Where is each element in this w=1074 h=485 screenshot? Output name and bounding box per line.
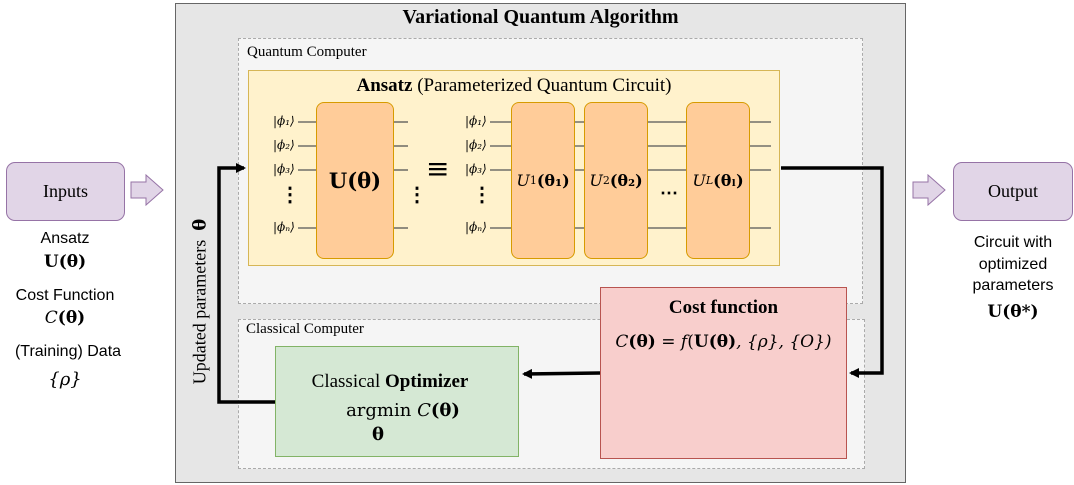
vdots-right: ⋮ (472, 182, 492, 206)
arrow-ansatz-to-cost (781, 166, 884, 378)
ansatz-title: Ansatz (Parameterized Quantum Circuit) (248, 75, 780, 97)
ket-phin-right: |ϕₙ⟩ (465, 220, 487, 234)
ansatz-title-bold: Ansatz (356, 75, 413, 96)
output-line3: parameters (972, 277, 1054, 294)
gate-ul-arg: (θₗ) (713, 171, 744, 190)
inputs-label: Inputs (43, 181, 88, 201)
ket-phi3-left: |ϕ₃⟩ (273, 162, 295, 176)
eq-u-arg: (θ) (708, 332, 737, 352)
ket-phin-left: |ϕₙ⟩ (273, 220, 295, 234)
output-u: U (987, 302, 1003, 322)
quantum-computer-label: Quantum Computer (247, 44, 367, 60)
eq-u: U (693, 332, 709, 352)
diagram-title: Variational Quantum Algorithm (402, 6, 679, 28)
output-arg: (θ*) (1002, 302, 1039, 322)
inputs-ansatz-u: U (43, 252, 59, 272)
inputs-ansatz-sym: U(θ) (10, 252, 120, 272)
output-label: Output (987, 181, 1038, 201)
gate-u-arg: (θ) (347, 168, 382, 193)
eq-equals: = (655, 332, 681, 352)
cost-function-title: Cost function (668, 297, 779, 318)
arrow-cost-to-optimizer (522, 368, 601, 379)
optimizer-prefix: Classical (311, 371, 385, 392)
inputs-cost-label: Cost Function (15, 287, 115, 304)
output-sym: U(θ*) (953, 302, 1073, 322)
hdots: ⋯ (660, 183, 678, 204)
gate-ul-sub: L (705, 174, 714, 187)
gate-u2-sub: 2 (602, 174, 610, 187)
vdots-mid: ⋮ (407, 182, 427, 206)
gate-u2-arg: (θ₂) (609, 171, 643, 190)
optimizer-box (275, 346, 519, 457)
ket-phi1-right: |ϕ₁⟩ (465, 114, 487, 128)
eq-rest: , {ρ}, {O}) (736, 332, 832, 352)
gate-u-sym: U (328, 168, 348, 193)
gate-u1-sub: 1 (529, 174, 537, 187)
argmin-word: argmin (346, 400, 418, 421)
eq-f: f (680, 332, 688, 352)
classical-computer-label: Classical Computer (246, 321, 364, 337)
output-line2: optimized (978, 256, 1048, 273)
eq-open: ( (687, 332, 694, 352)
inputs-box: Inputs (6, 162, 125, 221)
vdots-left: ⋮ (280, 182, 300, 206)
cost-function-equation: C(θ) = f(U(θ), {ρ}, {O}) (600, 332, 847, 352)
ket-phi3-right: |ϕ₃⟩ (465, 162, 487, 176)
updated-parameters-theta: θ (189, 218, 211, 231)
updated-parameters-label: Updated parameters θ (190, 202, 211, 402)
argmin-c: C (417, 400, 431, 421)
eq-c-arg: (θ) (628, 332, 656, 352)
output-box: Output (953, 162, 1073, 221)
gate-u1-arg: (θ₁) (536, 171, 570, 190)
gate-u1-sym: U (516, 171, 530, 190)
inputs-data-sym: {ρ} (48, 369, 82, 390)
arrow-inputs-hollow (130, 173, 164, 207)
inputs-data-label: (Training) Data (14, 343, 122, 360)
eq-c: C (615, 332, 629, 352)
argmin-under-theta: θ (372, 424, 385, 445)
updated-parameters-text: Updated parameters (189, 239, 210, 385)
gate-ul-sym: U (692, 171, 706, 190)
optimizer-bold: Optimizer (385, 371, 469, 392)
ket-phi1-left: |ϕ₁⟩ (273, 114, 295, 128)
inputs-cost-c: C (44, 308, 58, 328)
inputs-ansatz-arg: (θ) (58, 252, 87, 272)
arrow-optimizer-to-ansatz (217, 163, 275, 404)
argmin-arg: (θ) (430, 400, 460, 421)
gate-u1: U 1 (θ₁) (511, 102, 575, 259)
gate-ul: U L (θₗ) (686, 102, 750, 259)
inputs-cost-arg: (θ) (57, 308, 86, 328)
ansatz-title-rest: (Parameterized Quantum Circuit) (412, 75, 672, 96)
gate-u2: U 2 (θ₂) (584, 102, 648, 259)
cost-function-box (600, 287, 847, 459)
equivalence-symbol: ≡ (426, 152, 450, 185)
inputs-ansatz-label: Ansatz (40, 230, 90, 247)
ket-phi2-left: |ϕ₂⟩ (273, 138, 295, 152)
argmin-expression: argmin C(θ) (275, 400, 531, 421)
gate-u2-sym: U (589, 171, 603, 190)
output-line1: Circuit with (973, 234, 1053, 251)
arrow-output-hollow (912, 173, 946, 207)
gate-u-theta: U (θ) (316, 102, 394, 259)
inputs-cost-sym: C(θ) (10, 308, 120, 328)
ket-phi2-right: |ϕ₂⟩ (465, 138, 487, 152)
optimizer-title: Classical Optimizer (275, 371, 505, 393)
